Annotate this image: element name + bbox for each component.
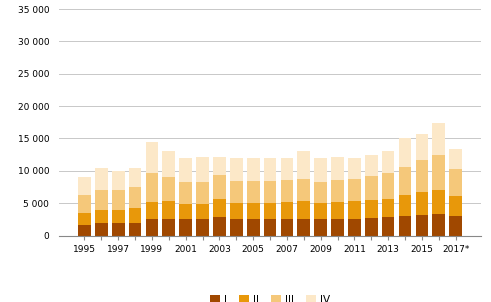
Bar: [95, 168, 108, 190]
Bar: [298, 201, 310, 219]
Bar: [78, 177, 91, 195]
Bar: [449, 216, 462, 236]
Bar: [449, 196, 462, 216]
Bar: [399, 216, 411, 236]
Bar: [348, 158, 361, 178]
Bar: [280, 202, 293, 219]
Bar: [146, 142, 158, 173]
Bar: [146, 173, 158, 202]
Bar: [280, 219, 293, 236]
Bar: [348, 219, 361, 236]
Bar: [213, 199, 226, 217]
Bar: [95, 210, 108, 223]
Bar: [331, 157, 344, 180]
Bar: [314, 203, 327, 219]
Bar: [146, 202, 158, 219]
Bar: [247, 181, 260, 203]
Bar: [196, 219, 209, 236]
Bar: [433, 123, 445, 155]
Bar: [129, 208, 141, 223]
Bar: [314, 158, 327, 182]
Bar: [365, 176, 378, 200]
Bar: [146, 219, 158, 236]
Bar: [213, 157, 226, 175]
Bar: [399, 167, 411, 195]
Bar: [382, 217, 394, 236]
Bar: [213, 217, 226, 236]
Bar: [415, 160, 428, 192]
Bar: [264, 203, 276, 219]
Bar: [264, 219, 276, 236]
Bar: [196, 157, 209, 182]
Bar: [179, 204, 192, 219]
Bar: [331, 180, 344, 202]
Bar: [247, 158, 260, 181]
Bar: [298, 151, 310, 178]
Bar: [331, 219, 344, 236]
Bar: [129, 168, 141, 187]
Bar: [298, 219, 310, 236]
Bar: [230, 219, 243, 236]
Bar: [95, 223, 108, 236]
Bar: [331, 202, 344, 219]
Bar: [78, 195, 91, 213]
Bar: [247, 219, 260, 236]
Bar: [264, 181, 276, 203]
Bar: [112, 223, 125, 236]
Bar: [95, 190, 108, 210]
Bar: [230, 181, 243, 203]
Bar: [112, 210, 125, 223]
Bar: [449, 169, 462, 196]
Bar: [112, 171, 125, 190]
Bar: [415, 216, 428, 236]
Bar: [78, 225, 91, 236]
Bar: [230, 158, 243, 181]
Bar: [196, 182, 209, 204]
Bar: [230, 203, 243, 219]
Bar: [433, 190, 445, 214]
Bar: [129, 223, 141, 236]
Bar: [433, 155, 445, 190]
Bar: [129, 187, 141, 208]
Bar: [382, 173, 394, 199]
Bar: [163, 151, 175, 177]
Bar: [399, 195, 411, 216]
Bar: [196, 204, 209, 219]
Bar: [112, 190, 125, 210]
Bar: [382, 199, 394, 217]
Bar: [163, 177, 175, 201]
Bar: [280, 158, 293, 180]
Bar: [365, 218, 378, 236]
Bar: [433, 214, 445, 236]
Bar: [348, 201, 361, 219]
Bar: [179, 219, 192, 236]
Bar: [314, 182, 327, 203]
Bar: [247, 203, 260, 219]
Bar: [365, 155, 378, 176]
Bar: [213, 175, 226, 199]
Bar: [365, 200, 378, 218]
Bar: [298, 178, 310, 201]
Bar: [163, 219, 175, 236]
Bar: [179, 158, 192, 182]
Bar: [280, 180, 293, 202]
Legend: I, II, III, IV: I, II, III, IV: [206, 291, 334, 302]
Bar: [348, 178, 361, 201]
Bar: [382, 151, 394, 173]
Bar: [179, 182, 192, 204]
Bar: [399, 139, 411, 167]
Bar: [163, 201, 175, 219]
Bar: [314, 219, 327, 236]
Bar: [264, 158, 276, 181]
Bar: [415, 192, 428, 216]
Bar: [78, 213, 91, 225]
Bar: [449, 149, 462, 169]
Bar: [415, 134, 428, 160]
